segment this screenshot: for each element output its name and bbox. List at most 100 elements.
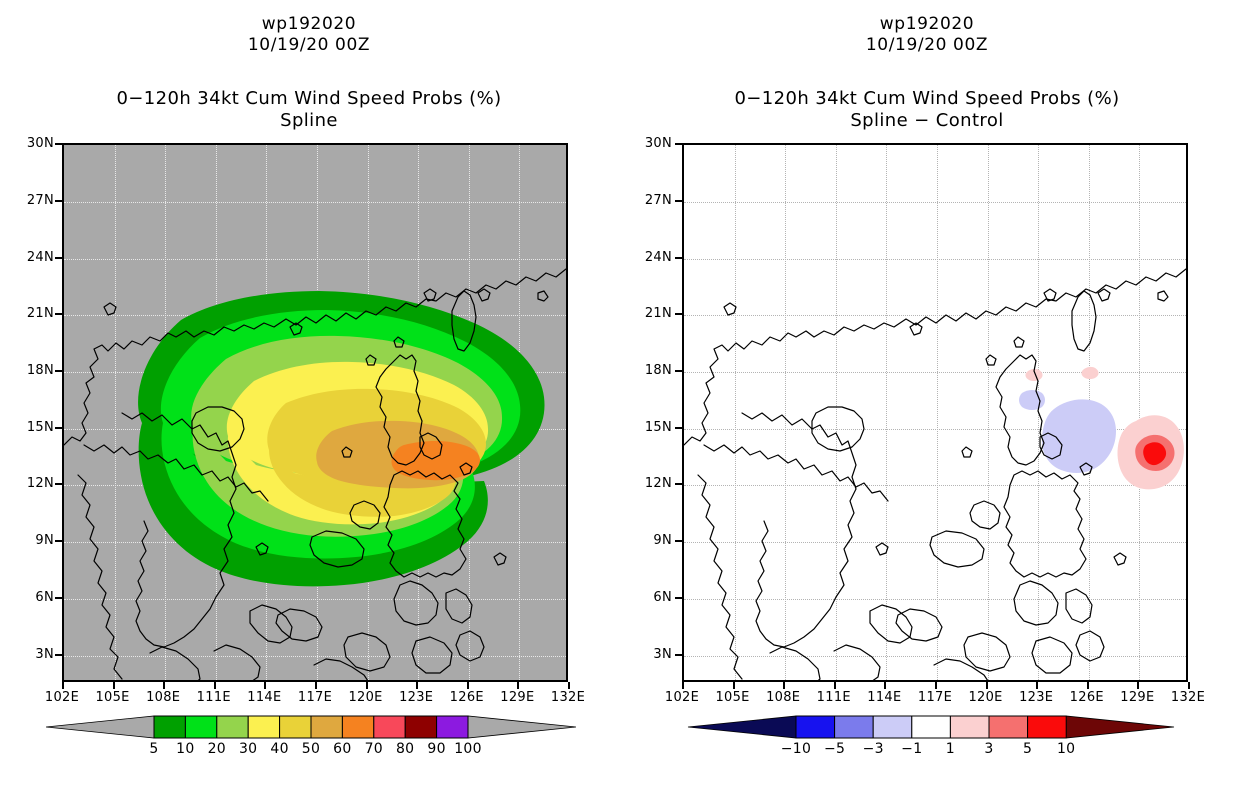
coastline-luzon [375,354,443,466]
right-anomaly-contours [684,145,1186,680]
panel-spline: wp192020 10/19/20 00Z 0−120h 34kt Cum Wi… [0,14,618,760]
colorbar-tick-label: −5 [823,741,846,757]
x-tick-label: 129E [500,690,535,705]
y-tick-label: 3N [653,647,672,662]
x-tick-label: 132E [1170,690,1206,705]
left-header: wp192020 10/19/20 00Z [0,14,618,56]
y-tick-label: 3N [35,647,54,662]
colorbar-tick-label: 80 [395,741,415,757]
x-tick-label: 108E [766,690,801,705]
coastline-hainan [811,406,865,452]
x-tick-label: 111E [816,690,851,705]
y-tick-label: 27N [644,193,672,208]
x-tick-label: 120E [968,690,1003,705]
coastline-taiwan [1071,290,1097,352]
map-spline-minus-control [682,143,1188,682]
right-storm-id: wp192020 [879,14,975,34]
colorbar-tick-label: 5 [1022,741,1033,757]
coastline-taiwan [451,290,477,352]
coastline-mainland-asia [684,268,1186,680]
y-tick-label: 9N [35,533,54,548]
x-tick-label: 117E [297,690,333,705]
left-storm-id: wp192020 [261,14,357,34]
y-tick-label: 27N [26,193,54,208]
x-tick-label: 126E [1069,690,1104,705]
coastline-hainan [191,406,245,452]
right-title: 0−120h 34kt Cum Wind Speed Probs (%) [734,88,1120,109]
anomaly-colorbar: −10 −5 −3 −1 1 3 5 10 [666,714,1196,760]
contour-60 [391,441,480,481]
left-title: 0−120h 34kt Cum Wind Speed Probs (%) [116,88,502,109]
left-coastlines [64,145,566,680]
right-header: wp192020 10/19/20 00Z [618,14,1236,56]
coastline-indochina-vietnam [121,412,237,648]
right-title-block: 0−120h 34kt Cum Wind Speed Probs (%) Spl… [618,88,1236,132]
x-tick-label: 129E [1120,690,1155,705]
colorbar-tick-label: 20 [207,741,226,757]
y-tick-label: 9N [653,533,672,548]
y-tick-label: 15N [26,420,54,435]
right-datetime: 10/19/20 00Z [865,35,989,55]
colorbar-tick-label: 70 [364,741,383,757]
x-tick-label: 126E [449,690,484,705]
coastline-borneo-palawan [769,604,989,680]
coastline-small-islands [103,288,549,566]
x-tick-label: 120E [348,690,383,705]
x-tick-label: 102E [44,690,80,705]
x-tick-label: 114E [867,690,902,705]
y-tick-label: 12N [26,476,54,491]
x-tick-label: 105E [715,690,750,705]
left-subtitle: Spline [280,110,338,131]
colorbar-tick-label: −3 [862,741,884,757]
coastline-luzon [995,354,1063,466]
y-tick-label: 30N [644,136,672,151]
x-tick-label: 111E [196,690,231,705]
colorbar-tick-label: 1 [945,741,955,757]
coastline-small-islands [723,288,1169,566]
colorbar-tick-label: 40 [270,741,289,757]
x-tick-label: 102E [664,690,700,705]
colorbar-tick-label: 30 [238,741,258,757]
panel-spline-minus-control: wp192020 10/19/20 00Z 0−120h 34kt Cum Wi… [618,0,1236,800]
x-tick-label: 108E [146,690,181,705]
coastline-indochina-vietnam [741,412,857,648]
left-probability-contours [64,145,566,680]
colorbar-tick-label: 3 [984,741,994,757]
y-tick-label: 30N [26,136,54,151]
colorbar-tick-label: 10 [176,741,195,757]
y-tick-label: 24N [644,250,672,265]
anomaly-positive [1025,366,1184,490]
colorbar-tick-label: 5 [149,741,159,757]
map-spline [62,143,568,682]
y-tick-label: 18N [644,363,672,378]
x-tick-label: 123E [399,690,434,705]
probability-colorbar: 5 10 20 30 40 50 60 70 80 90 100 [46,714,576,760]
x-tick-label: 117E [917,690,953,705]
y-tick-label: 15N [644,420,672,435]
right-coastlines [684,145,1186,680]
y-tick-label: 12N [644,476,672,491]
coastline-visayas-mindanao [275,470,485,674]
colorbar-tick-label: 50 [301,741,321,757]
colorbar-tick-label: 10 [1056,741,1076,757]
left-datetime: 10/19/20 00Z [247,35,371,55]
colorbar-tick-label: 60 [333,741,352,757]
left-title-block: 0−120h 34kt Cum Wind Speed Probs (%) Spl… [0,88,618,132]
y-tick-label: 21N [644,306,672,321]
coastline-borneo-palawan [149,604,369,680]
y-tick-label: 18N [26,363,54,378]
x-tick-label: 114E [247,690,282,705]
y-tick-label: 6N [653,590,672,605]
colorbar-tick-label: 100 [454,741,482,757]
coastline-mainland-asia [64,268,566,680]
y-tick-label: 21N [26,306,54,321]
colorbar-tick-label: −1 [901,741,923,757]
x-tick-label: 132E [550,690,586,705]
y-tick-label: 6N [35,590,54,605]
coastline-visayas-mindanao [895,470,1105,674]
colorbar-tick-label: 90 [427,741,446,757]
colorbar-tick-label: −10 [780,741,812,757]
y-tick-label: 24N [26,250,54,265]
x-tick-label: 123E [1019,690,1054,705]
